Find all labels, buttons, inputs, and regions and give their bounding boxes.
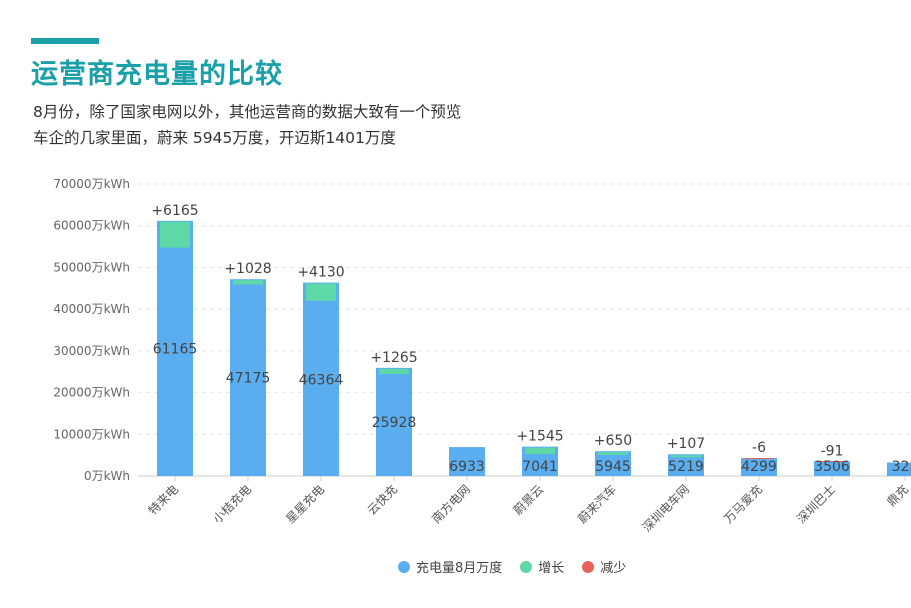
value-label: 46364: [299, 372, 344, 388]
legend-label: 减少: [600, 561, 627, 576]
x-category-label: 云快充: [364, 482, 400, 518]
value-label: 25928: [372, 415, 417, 431]
value-label: 6933: [449, 459, 485, 475]
y-tick-label: 40000万kWh: [53, 302, 130, 316]
value-bar: [668, 454, 704, 476]
value-label: 4299: [741, 459, 777, 475]
value-bar: [230, 279, 266, 476]
change-label: +1265: [370, 350, 417, 366]
value-label: 323: [892, 459, 911, 475]
decrease-segment: [744, 458, 774, 460]
value-bar: [449, 447, 485, 476]
legend-item-decrease[interactable]: 减少: [582, 557, 626, 576]
increase-segment: [671, 455, 701, 458]
y-tick-label: 0万kWh: [84, 469, 130, 483]
legend-label: 充电量8月万度: [416, 561, 503, 576]
y-tick-label: 20000万kWh: [53, 386, 130, 400]
legend-dot-icon: [398, 560, 410, 573]
value-bar: [741, 458, 777, 476]
value-label: 61165: [153, 341, 198, 357]
x-category-label: 深圳电车网: [639, 482, 692, 535]
value-bar: [376, 367, 412, 476]
value-label: 3506: [814, 459, 850, 475]
value-bar: [595, 451, 631, 476]
change-label: -6: [752, 440, 766, 456]
legend-item-value[interactable]: 充电量8月万度: [398, 557, 502, 576]
change-label: +1545: [516, 429, 563, 445]
change-label: +1028: [224, 261, 271, 277]
legend-item-increase[interactable]: 增长: [520, 557, 564, 576]
y-tick-label: 10000万kWh: [53, 427, 130, 441]
change-label: -91: [821, 443, 844, 459]
y-tick-label: 60000万kWh: [53, 219, 130, 233]
increase-segment: [306, 283, 336, 301]
x-category-label: 南方电网: [429, 482, 474, 527]
x-category-label: 蔚来汽车: [575, 482, 620, 527]
value-bar: [814, 461, 850, 476]
x-category-label: 小桔充电: [210, 482, 255, 527]
value-label: 5219: [668, 459, 704, 475]
increase-segment: [379, 368, 409, 375]
x-category-label: 鼎充: [884, 482, 911, 510]
legend-label: 增长: [538, 561, 565, 576]
x-category-label: 深圳巴士: [794, 482, 838, 526]
value-bar: [303, 282, 339, 476]
x-category-label: 特来电: [145, 482, 181, 518]
change-label: +107: [667, 436, 705, 452]
subtitle-line-2: 车企的几家里面，蔚来 5945万度，开迈斯1401万度: [33, 129, 396, 147]
legend: 充电量8月万度 增长 减少: [398, 557, 626, 576]
value-label: 47175: [226, 371, 271, 387]
y-tick-label: 50000万kWh: [53, 260, 130, 274]
page-title: 运营商充电量的比较: [31, 59, 283, 90]
increase-segment: [598, 452, 628, 455]
increase-segment: [233, 280, 263, 285]
change-label: +4130: [297, 265, 344, 281]
legend-dot-icon: [582, 560, 595, 573]
x-category-label: 蔚景云: [511, 482, 546, 517]
title-accent-bar: [31, 38, 99, 44]
value-bar: [157, 220, 193, 476]
x-category-label: 星星充电: [283, 482, 328, 527]
y-tick-label: 30000万kWh: [53, 344, 130, 358]
increase-segment: [160, 221, 190, 248]
value-bar: [887, 462, 911, 476]
y-tick-label: 70000万kWh: [53, 177, 130, 191]
increase-segment: [525, 447, 555, 455]
subtitle-line-1: 8月份，除了国家电网以外，其他运营商的数据大致有一个预览: [33, 103, 462, 121]
legend-dot-icon: [520, 560, 533, 573]
change-label: +650: [594, 433, 632, 449]
decrease-segment: [817, 460, 847, 462]
change-label: +6165: [151, 203, 198, 219]
x-category-label: 万马爱充: [721, 482, 766, 527]
value-label: 5945: [595, 459, 631, 475]
value-label: 7041: [522, 459, 558, 475]
